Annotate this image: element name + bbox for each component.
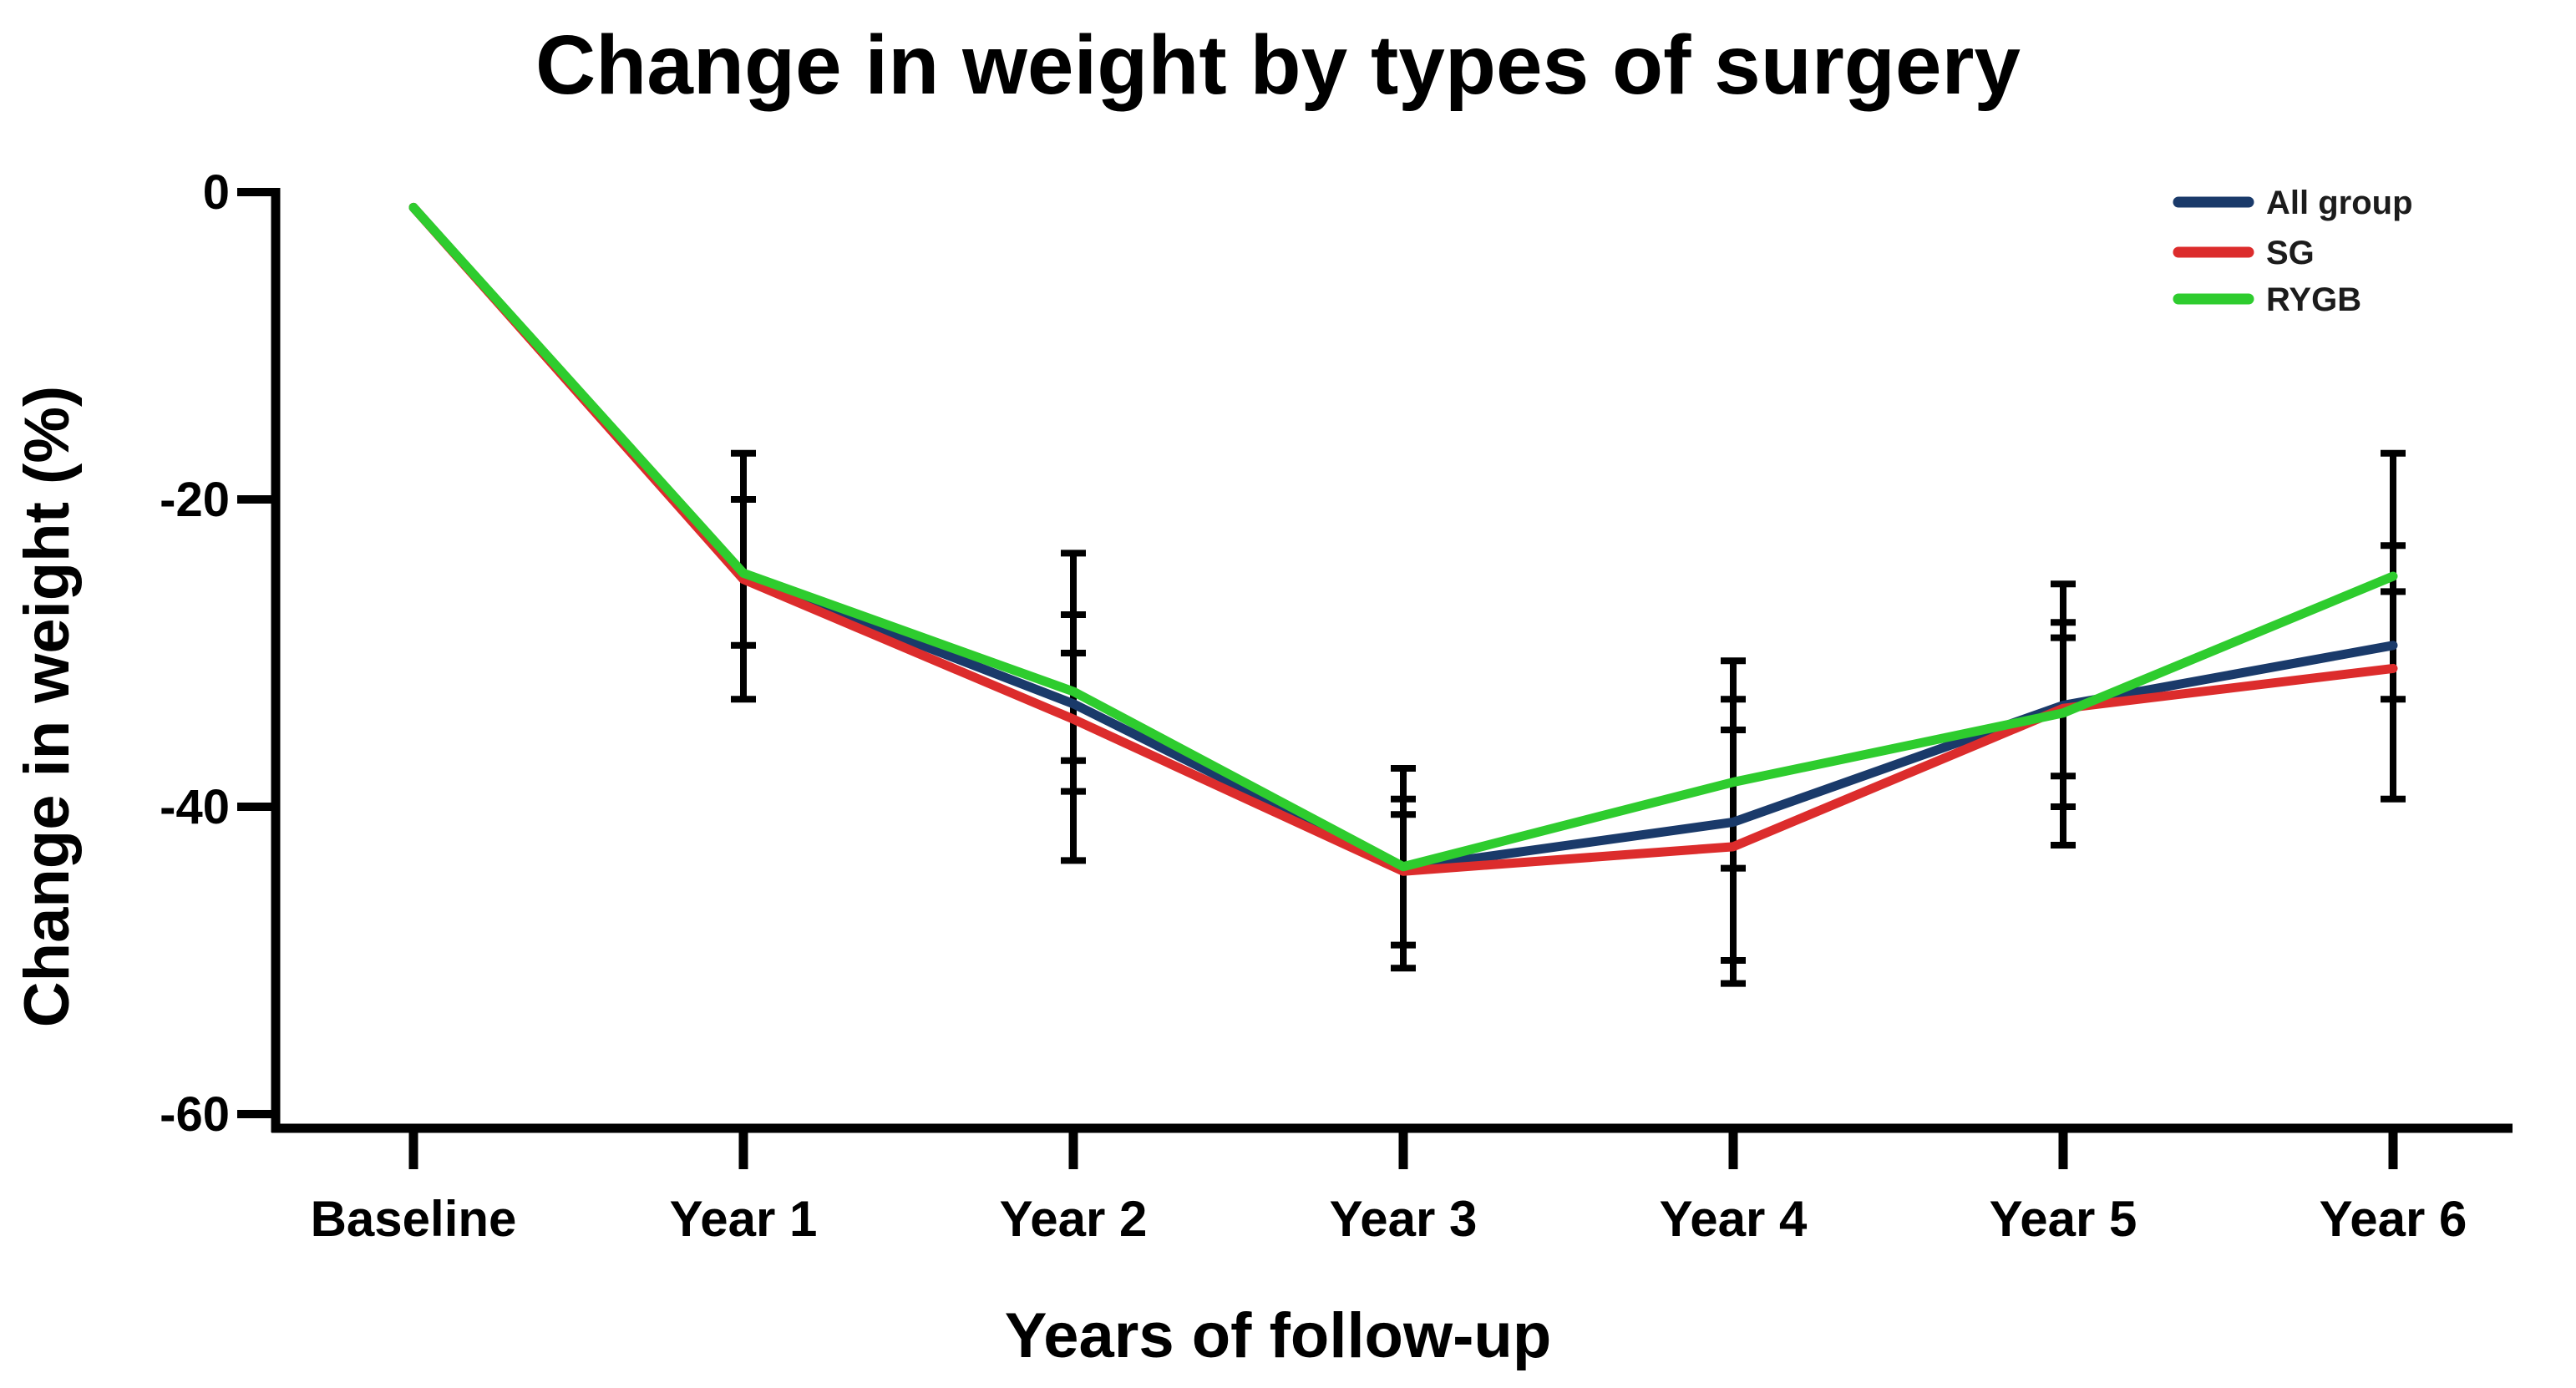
y-axis-ticks (237, 188, 276, 1118)
error-bar-year-2 (1061, 550, 1086, 864)
x-cat-label-year2: Year 2 (1000, 1191, 1148, 1247)
legend-label-sg: SG (2266, 235, 2315, 271)
error-bar-year-6 (2381, 449, 2406, 803)
y-tick-label-0: 0 (203, 165, 230, 220)
chart-title: Change in weight by types of surgery (535, 18, 2021, 112)
x-cat-label-year3: Year 3 (1330, 1191, 1478, 1247)
legend-label-rygb: RYGB (2266, 281, 2361, 318)
y-tick-label-60: -60 (160, 1087, 230, 1142)
y-tick-label-40: -40 (160, 780, 230, 834)
legend: All group SG RYGB (2173, 185, 2413, 318)
y-axis-label: Change in weight (%) (12, 386, 83, 1027)
plot-area (408, 202, 2406, 987)
series-line-rygb (408, 202, 2398, 872)
x-cat-label-baseline: Baseline (311, 1191, 517, 1247)
x-axis-label: Years of follow-up (1005, 1300, 1552, 1371)
x-cat-label-year5: Year 5 (1990, 1191, 2137, 1247)
legend-label-all-group: All group (2266, 185, 2413, 221)
x-cat-label-year6: Year 6 (2320, 1191, 2467, 1247)
x-axis-ticks (408, 1128, 2398, 1169)
x-cat-label-year4: Year 4 (1660, 1191, 1808, 1247)
x-cat-label-year1: Year 1 (670, 1191, 818, 1247)
y-tick-label-20: -20 (160, 473, 230, 527)
